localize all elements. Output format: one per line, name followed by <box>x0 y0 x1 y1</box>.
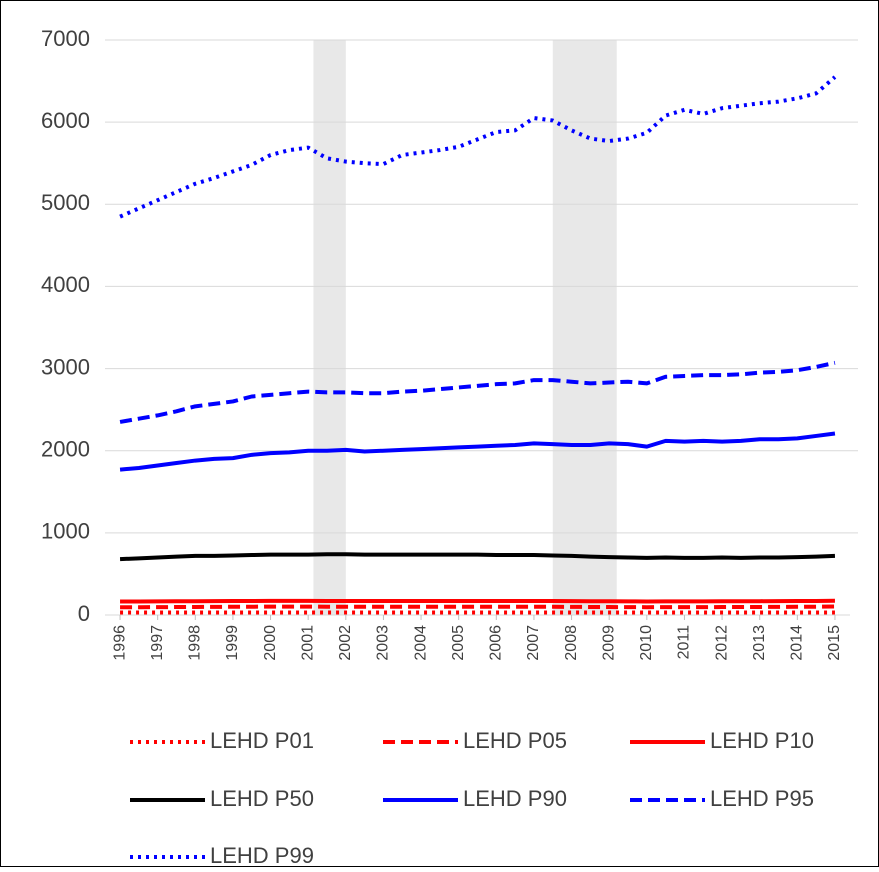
series-line <box>120 604 835 610</box>
legend-label: LEHD P10 <box>710 728 814 753</box>
legend-label: LEHD P99 <box>210 843 314 867</box>
legend-label: LEHD P05 <box>463 728 567 753</box>
x-tick-label: 2000 <box>262 625 279 661</box>
x-tick-label: 2001 <box>299 625 316 661</box>
series-line <box>119 552 836 562</box>
legend-label: LEHD P90 <box>463 786 567 811</box>
x-tick-label: 2012 <box>713 625 730 661</box>
x-tick-label: 2004 <box>412 625 429 661</box>
series-line <box>119 360 836 424</box>
x-tick-label: 1997 <box>149 625 166 661</box>
x-tick-label: 2015 <box>826 625 843 661</box>
x-tick-label: 2014 <box>789 625 806 661</box>
x-tick-label: 2002 <box>337 625 354 661</box>
y-tick-label: 4000 <box>41 272 90 297</box>
x-tick-label: 1996 <box>111 625 128 661</box>
x-tick-label: 2013 <box>751 625 768 661</box>
x-tick-label: 1998 <box>187 625 204 661</box>
x-tick-label: 2010 <box>638 625 655 661</box>
x-tick-label: 2007 <box>525 625 542 661</box>
x-tick-label: 2003 <box>375 625 392 661</box>
y-tick-label: 6000 <box>41 108 90 133</box>
x-tick-label: 2005 <box>450 625 467 661</box>
series-line <box>119 431 836 472</box>
shaded-region <box>552 40 617 615</box>
y-tick-label: 2000 <box>41 437 90 462</box>
y-tick-label: 7000 <box>41 26 90 51</box>
legend-label: LEHD P95 <box>710 786 814 811</box>
series-line <box>119 75 837 219</box>
y-tick-label: 3000 <box>41 354 90 379</box>
y-tick-label: 5000 <box>41 190 90 215</box>
x-tick-label: 2011 <box>676 625 693 660</box>
legend-label: LEHD P01 <box>210 728 314 753</box>
legend-label: LEHD P50 <box>210 786 314 811</box>
x-tick-label: 2008 <box>563 625 580 661</box>
y-tick-label: 0 <box>78 601 90 626</box>
x-tick-label: 1999 <box>224 625 241 661</box>
y-tick-label: 1000 <box>41 519 90 544</box>
series-line <box>120 598 835 604</box>
shaded-region <box>313 40 346 615</box>
x-tick-label: 2006 <box>488 625 505 661</box>
x-tick-label: 2009 <box>600 625 617 661</box>
